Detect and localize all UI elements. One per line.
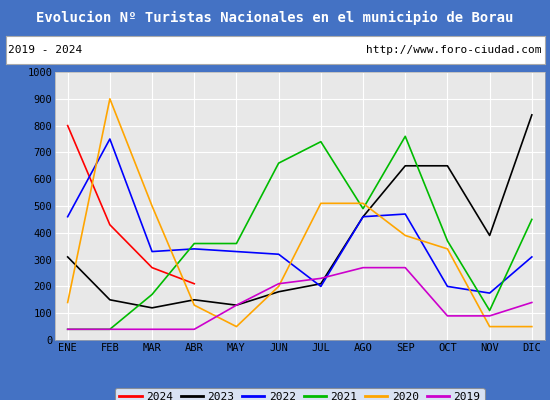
Legend: 2024, 2023, 2022, 2021, 2020, 2019: 2024, 2023, 2022, 2021, 2020, 2019 — [115, 388, 485, 400]
Text: Evolucion Nº Turistas Nacionales en el municipio de Borau: Evolucion Nº Turistas Nacionales en el m… — [36, 11, 514, 25]
Text: 2019 - 2024: 2019 - 2024 — [8, 45, 82, 55]
Text: http://www.foro-ciudad.com: http://www.foro-ciudad.com — [366, 45, 542, 55]
